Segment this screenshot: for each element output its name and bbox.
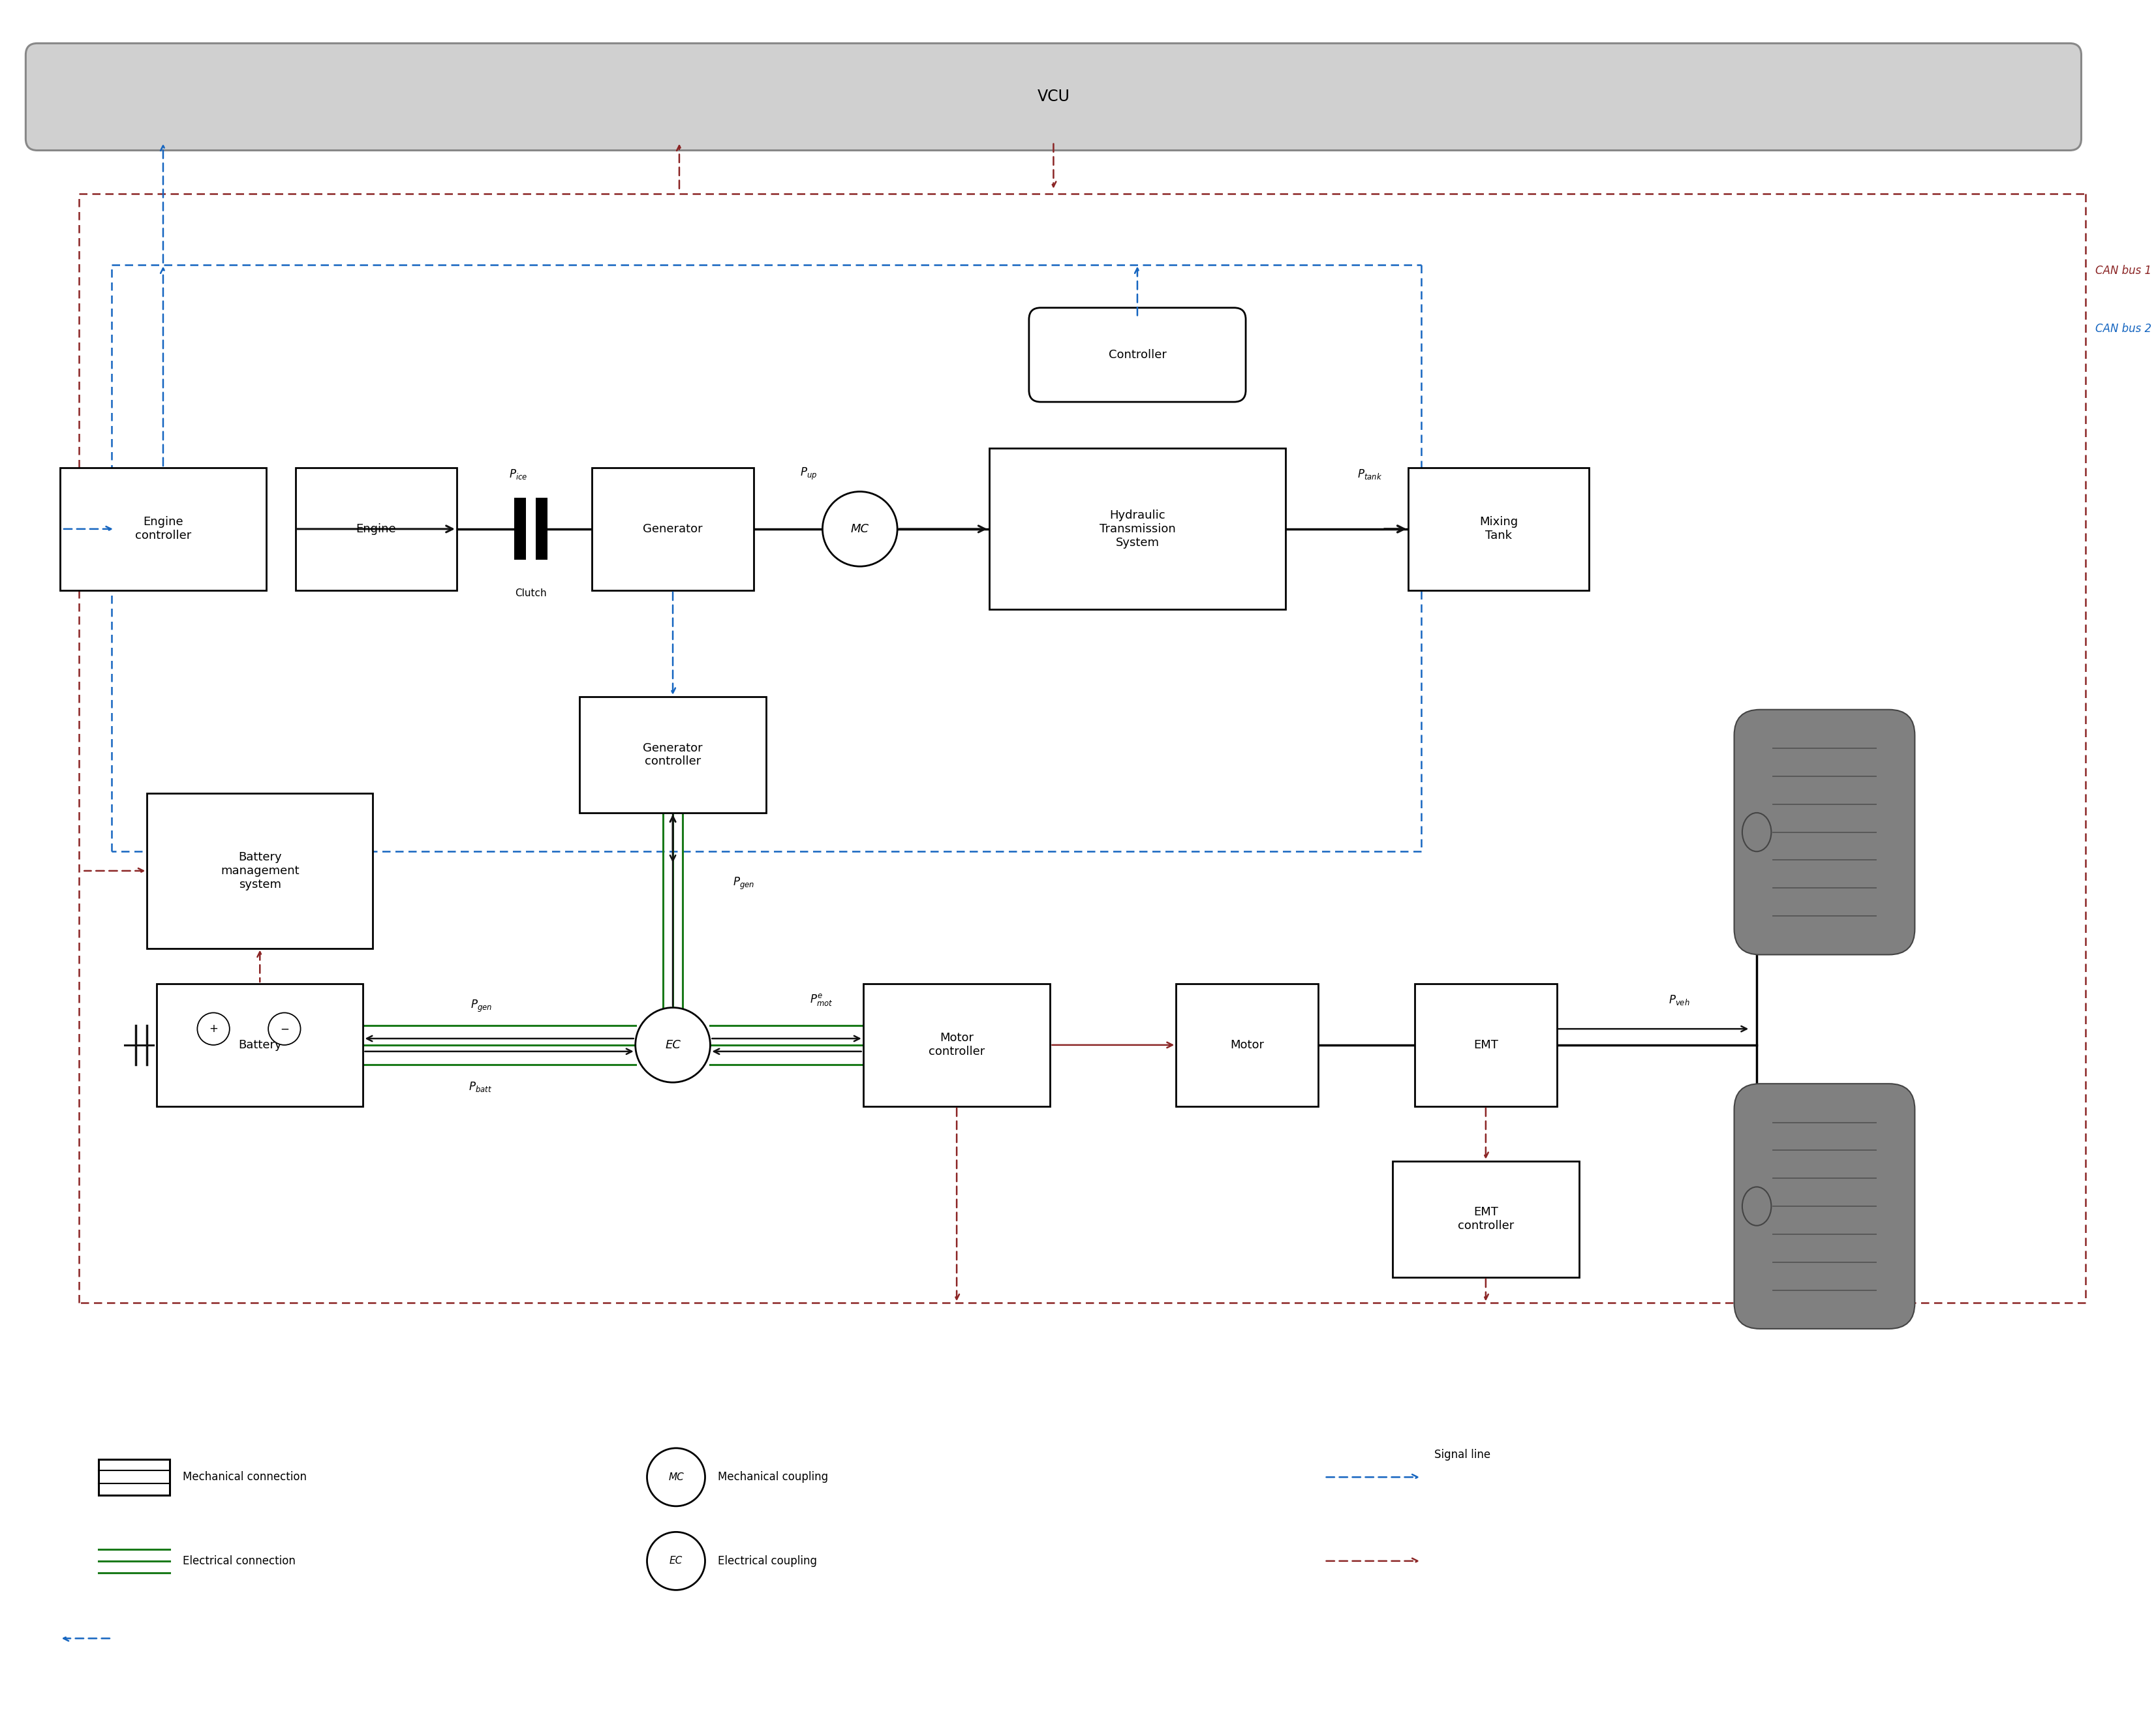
Text: $P_{ice}$: $P_{ice}$ [509, 468, 526, 481]
FancyBboxPatch shape [1733, 710, 1915, 954]
Ellipse shape [1742, 1186, 1770, 1226]
FancyBboxPatch shape [1733, 1084, 1915, 1328]
Circle shape [821, 492, 897, 566]
Bar [1393, 1160, 1578, 1276]
Text: Clutch: Clutch [515, 589, 548, 598]
Bar [295, 468, 457, 591]
Bar [147, 793, 373, 947]
Text: Engine: Engine [356, 523, 397, 535]
Bar [537, 499, 548, 559]
Text: EMT: EMT [1473, 1039, 1498, 1051]
Bar [1414, 984, 1557, 1107]
Text: $P_{batt}$: $P_{batt}$ [468, 1081, 492, 1093]
Text: EMT
controller: EMT controller [1457, 1207, 1514, 1231]
Bar [990, 449, 1285, 610]
Text: −: − [280, 1024, 289, 1034]
Bar [157, 984, 362, 1107]
Text: Electrical coupling: Electrical coupling [718, 1555, 817, 1567]
Text: CAN bus 2: CAN bus 2 [2096, 324, 2152, 334]
Text: $P^{e}_{mot}$: $P^{e}_{mot}$ [808, 992, 832, 1008]
Text: Mechanical connection: Mechanical connection [183, 1470, 306, 1483]
Text: Mechanical coupling: Mechanical coupling [718, 1470, 828, 1483]
Text: VCU: VCU [1037, 88, 1069, 104]
Bar [580, 696, 765, 812]
Text: CAN bus 1: CAN bus 1 [2096, 265, 2152, 277]
Text: Motor
controller: Motor controller [929, 1032, 985, 1058]
Text: $P_{up}$: $P_{up}$ [800, 466, 817, 481]
Text: Generator: Generator [642, 523, 703, 535]
Bar [593, 468, 752, 591]
Bar [99, 1458, 170, 1495]
Circle shape [647, 1448, 705, 1507]
FancyBboxPatch shape [26, 43, 2081, 151]
Text: $P_{veh}$: $P_{veh}$ [1669, 994, 1690, 1006]
Text: $P_{gen}$: $P_{gen}$ [733, 876, 755, 892]
Text: Electrical connection: Electrical connection [183, 1555, 295, 1567]
Ellipse shape [1742, 812, 1770, 852]
Text: Mixing
Tank: Mixing Tank [1479, 516, 1518, 542]
Text: Generator
controller: Generator controller [642, 741, 703, 767]
Text: Engine
controller: Engine controller [136, 516, 192, 542]
Text: Signal line: Signal line [1434, 1448, 1490, 1460]
Text: $P_{gen}$: $P_{gen}$ [470, 999, 492, 1013]
Bar [1408, 468, 1589, 591]
Text: Hydraulic
Transmission
System: Hydraulic Transmission System [1100, 509, 1175, 549]
Bar [1175, 984, 1317, 1107]
Circle shape [267, 1013, 300, 1044]
Text: Battery: Battery [237, 1039, 282, 1051]
Text: Controller: Controller [1108, 348, 1166, 360]
Text: MC: MC [668, 1472, 683, 1483]
Text: EC: EC [668, 1555, 683, 1566]
Text: +: + [209, 1024, 218, 1034]
Bar [513, 499, 526, 559]
Text: EC: EC [664, 1039, 681, 1051]
Bar [60, 468, 265, 591]
Circle shape [647, 1533, 705, 1590]
Circle shape [196, 1013, 229, 1044]
Circle shape [636, 1008, 709, 1082]
Text: Battery
management
system: Battery management system [220, 852, 300, 890]
Text: Motor: Motor [1229, 1039, 1263, 1051]
FancyBboxPatch shape [1028, 308, 1246, 402]
Bar [862, 984, 1050, 1107]
Text: $P_{tank}$: $P_{tank}$ [1356, 468, 1382, 481]
Text: MC: MC [849, 523, 869, 535]
